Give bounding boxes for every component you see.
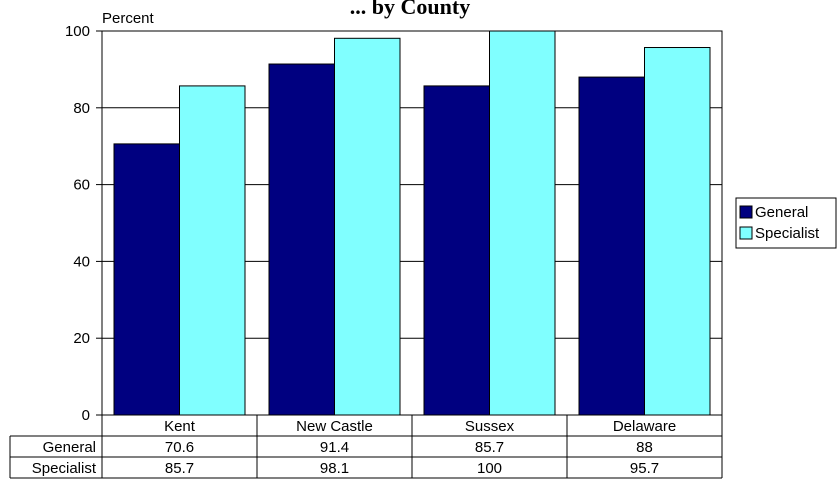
table-row-label: Specialist	[32, 460, 97, 477]
bar-specialist-kent	[179, 85, 246, 416]
x-tick-label: New Castle	[296, 418, 373, 435]
y-tick-label: 0	[82, 407, 90, 424]
table-cell: 95.7	[630, 460, 659, 477]
table-row-label: General	[43, 439, 96, 456]
legend: General Specialist	[735, 197, 837, 249]
bar-specialist-sussex	[489, 30, 556, 416]
bar-general-delaware	[578, 76, 645, 416]
y-tick-label: 60	[73, 177, 90, 194]
bars	[113, 30, 711, 416]
x-tick-label: Delaware	[613, 418, 676, 435]
bar-specialist-delaware	[644, 47, 711, 416]
table-cell: 98.1	[320, 460, 349, 477]
table-cell: 85.7	[475, 439, 504, 456]
table-cell: 88	[636, 439, 653, 456]
legend-box	[735, 197, 837, 249]
bar-general-kent	[113, 143, 180, 416]
table-cell: 85.7	[165, 460, 194, 477]
bar-general-new-castle	[268, 63, 335, 416]
legend-label: General	[755, 204, 808, 221]
table-cell: 70.6	[165, 439, 194, 456]
bar-specialist-new-castle	[334, 37, 401, 416]
y-tick-label: 80	[73, 100, 90, 117]
legend-swatch	[739, 205, 753, 219]
x-tick-label: Sussex	[465, 418, 515, 435]
chart-title: ... by County	[350, 0, 470, 19]
bar-general-sussex	[423, 85, 490, 416]
x-tick-label: Kent	[164, 418, 196, 435]
y-tick-label: 40	[73, 253, 90, 270]
data-table: Kent New Castle Sussex Delaware General 70.6 9…	[9, 414, 723, 479]
y-tick-label: 100	[65, 23, 90, 40]
y-axis-label: Percent	[102, 10, 155, 27]
legend-swatch	[739, 226, 753, 240]
table-cell: 100	[477, 460, 502, 477]
legend-label: Specialist	[755, 225, 820, 242]
table-cell: 91.4	[320, 439, 349, 456]
y-tick-label: 20	[73, 330, 90, 347]
